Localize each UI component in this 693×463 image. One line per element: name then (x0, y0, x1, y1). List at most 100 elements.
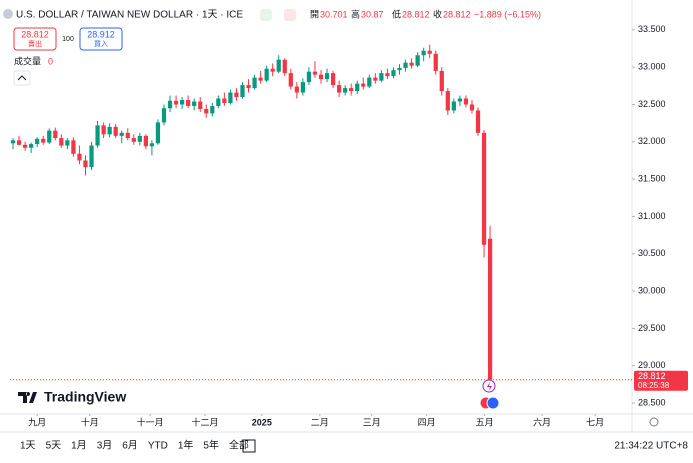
x-tick-label: 十一月 (137, 416, 164, 427)
candle-body (16, 140, 22, 145)
candle-body (77, 153, 82, 161)
candle-body (35, 138, 40, 145)
ohlc-name: 開 (310, 9, 319, 19)
candle-body (71, 140, 76, 154)
candle-body (65, 140, 70, 146)
candle-body (481, 132, 487, 245)
brand: TradingView (44, 389, 126, 405)
y-tick-label: 32.500 (638, 99, 666, 109)
collapse-icon (17, 75, 27, 81)
candle-body (312, 71, 318, 75)
y-tick-label: 28.500 (638, 397, 666, 407)
volume-value: 0 (48, 56, 53, 66)
candle-body (457, 98, 463, 102)
ohlc-name: 收 (433, 8, 442, 19)
x-tick-label: 十月 (81, 416, 99, 427)
timeframe-button[interactable]: 1天 (20, 441, 36, 452)
candle-body (306, 71, 312, 83)
candle-body (451, 101, 456, 111)
candle-body (469, 104, 475, 111)
candle-body (385, 73, 390, 77)
candle-body (186, 100, 191, 106)
ohlc-legend: 開 30.701 高 30.87 低 28.812 收 28.812 −1.889 (−6.15… (310, 8, 541, 19)
candle-body (487, 238, 493, 380)
x-tick-label: 十二月 (192, 416, 219, 427)
y-tick-label: 29.500 (638, 323, 666, 333)
buy-price[interactable]: 28.912 (87, 29, 115, 39)
timeframe-button[interactable]: 6月 (122, 440, 138, 452)
last-price-box (634, 370, 688, 391)
timeframe-button[interactable]: 1年 (178, 439, 194, 452)
candle-body (324, 73, 330, 80)
candle-body (475, 110, 481, 133)
candle-body (137, 135, 142, 142)
candle-body (240, 85, 245, 98)
candle-body (167, 100, 173, 109)
spread: 100 (62, 36, 74, 43)
candle-body (198, 101, 203, 109)
logo-mark (18, 392, 37, 403)
candle-body (294, 86, 299, 93)
candle-body (367, 77, 372, 87)
candle-body (445, 91, 450, 111)
candle-body (355, 83, 360, 92)
timeframe-button[interactable]: 5天 (46, 441, 62, 452)
x-tick-label: 五月 (476, 417, 494, 427)
candle-body (10, 140, 16, 144)
y-tick-label: 30.500 (638, 248, 666, 258)
sell-label[interactable]: 賣出 (28, 39, 42, 48)
candle-body (415, 55, 420, 66)
candle-body (463, 98, 469, 105)
candle-body (264, 68, 269, 81)
flag-icon[interactable] (486, 396, 500, 410)
candle-body (53, 130, 58, 139)
symbol-icon (3, 9, 13, 19)
countdown: 08:25:38 (638, 381, 670, 390)
candle-body (107, 126, 112, 135)
volume-label: 成交量 (14, 55, 41, 66)
candle-body (421, 50, 426, 56)
candle-body (59, 138, 64, 146)
candle-body (204, 108, 209, 114)
sell-price[interactable]: 28.812 (21, 29, 49, 39)
timeframe-button[interactable]: 5年 (203, 439, 219, 452)
ohlc-value: 30.701 (320, 9, 348, 19)
x-tick-label: 九月 (28, 417, 46, 427)
candle-body (192, 101, 197, 106)
candle-body (119, 132, 124, 136)
timeframe-button[interactable]: 全部 (229, 439, 249, 452)
buy-label[interactable]: 買入 (94, 40, 108, 48)
candle-body (270, 68, 275, 72)
candle-body (228, 92, 233, 103)
candle-body (131, 138, 136, 142)
event-icon-glyph (487, 382, 492, 391)
collapse-button[interactable] (13, 70, 31, 86)
candle-body (318, 74, 324, 80)
candle-body (161, 108, 167, 123)
y-tick-label: 32.000 (638, 136, 666, 146)
x-tick-label: 六月 (533, 416, 551, 427)
candle-body (433, 53, 438, 71)
timeframe-button[interactable]: YTD (148, 441, 168, 452)
timeframe-button[interactable]: 3月 (97, 440, 113, 452)
timeframe-button[interactable]: 1月 (71, 440, 87, 452)
y-tick-label: 31.000 (638, 211, 666, 221)
y-tick-label: 33.000 (638, 62, 666, 72)
candle-body (288, 73, 293, 87)
candle-body (155, 122, 161, 144)
settings-icon[interactable] (649, 417, 659, 427)
ohlc-name: 高 (351, 8, 360, 19)
candle-body (300, 82, 305, 93)
status-icon (284, 9, 296, 21)
candle-body (349, 88, 354, 92)
candle-body (41, 138, 46, 143)
candle-body (95, 125, 100, 146)
buy-button[interactable] (79, 27, 123, 51)
date-range-icon[interactable] (242, 439, 256, 453)
x-tick-label: 三月 (363, 417, 381, 427)
candle-body (101, 125, 106, 135)
change: −1.889 (−6.15%) (474, 9, 541, 19)
sell-button[interactable] (13, 27, 57, 51)
candle-body (210, 105, 215, 114)
candle-body (282, 59, 287, 74)
